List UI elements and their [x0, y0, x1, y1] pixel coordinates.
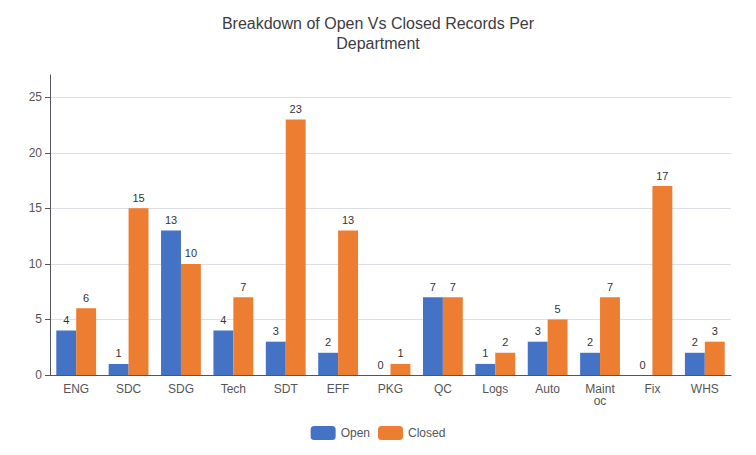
- svg-text:QC: QC: [434, 382, 452, 396]
- svg-text:3: 3: [712, 325, 718, 337]
- svg-text:5: 5: [555, 303, 561, 315]
- svg-text:3: 3: [535, 325, 541, 337]
- svg-text:20: 20: [29, 146, 43, 160]
- svg-text:EFF: EFF: [327, 382, 350, 396]
- svg-text:15: 15: [132, 192, 144, 204]
- svg-text:0: 0: [639, 359, 645, 371]
- svg-text:13: 13: [342, 214, 354, 226]
- svg-text:Logs: Logs: [482, 382, 508, 396]
- svg-text:PKG: PKG: [378, 382, 403, 396]
- svg-text:25: 25: [29, 90, 43, 104]
- svg-text:WHS: WHS: [691, 382, 719, 396]
- svg-text:Open: Open: [341, 426, 370, 440]
- svg-text:Tech: Tech: [221, 382, 246, 396]
- svg-text:Auto: Auto: [535, 382, 560, 396]
- svg-text:SDC: SDC: [116, 382, 142, 396]
- svg-text:5: 5: [35, 312, 42, 326]
- svg-text:1: 1: [397, 347, 403, 359]
- svg-text:3: 3: [273, 325, 279, 337]
- svg-text:7: 7: [240, 281, 246, 293]
- svg-text:Closed: Closed: [408, 426, 445, 440]
- svg-text:17: 17: [656, 170, 668, 182]
- svg-text:7: 7: [607, 281, 613, 293]
- svg-text:10: 10: [29, 257, 43, 271]
- svg-text:Breakdown of Open Vs Closed Re: Breakdown of Open Vs Closed Records Per: [222, 15, 535, 32]
- svg-text:SDT: SDT: [274, 382, 299, 396]
- svg-text:7: 7: [430, 281, 436, 293]
- svg-text:2: 2: [502, 336, 508, 348]
- svg-text:2: 2: [325, 336, 331, 348]
- svg-text:Department: Department: [336, 35, 420, 52]
- svg-text:7: 7: [450, 281, 456, 293]
- svg-text:oc: oc: [594, 394, 607, 408]
- svg-text:SDG: SDG: [168, 382, 194, 396]
- svg-text:Maint: Maint: [585, 382, 615, 396]
- svg-text:Fix: Fix: [644, 382, 660, 396]
- svg-text:10: 10: [185, 247, 197, 259]
- svg-text:2: 2: [587, 336, 593, 348]
- svg-text:6: 6: [83, 292, 89, 304]
- svg-text:1: 1: [116, 347, 122, 359]
- svg-text:4: 4: [220, 314, 226, 326]
- svg-text:13: 13: [165, 214, 177, 226]
- svg-text:15: 15: [29, 201, 43, 215]
- svg-text:0: 0: [35, 368, 42, 382]
- svg-text:ENG: ENG: [63, 382, 89, 396]
- svg-text:23: 23: [290, 103, 302, 115]
- svg-text:1: 1: [482, 347, 488, 359]
- svg-text:0: 0: [377, 359, 383, 371]
- svg-text:2: 2: [692, 336, 698, 348]
- svg-text:4: 4: [63, 314, 69, 326]
